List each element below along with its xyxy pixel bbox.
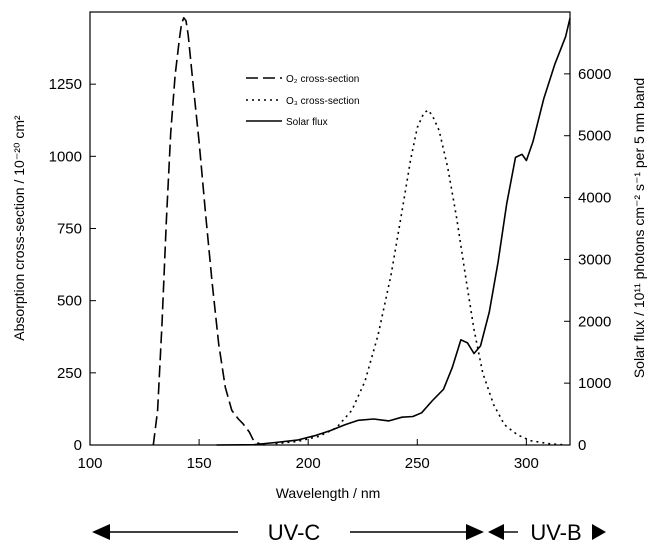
uvc-label: UV-C	[268, 520, 321, 542]
uvc-arrow-left-head-icon	[92, 524, 110, 540]
y-left-tick-label-0: 0	[74, 437, 82, 454]
legend-solar-label: Solar flux	[286, 117, 328, 128]
y-right-tick-label-3: 3000	[578, 251, 611, 268]
left-axis-title: Absorption cross-section / 10⁻²⁰ cm²	[11, 115, 27, 341]
band-arrows: UV-C UV-B	[92, 520, 606, 542]
o3-cross-section-line	[275, 109, 566, 446]
y-left-tick-label-4: 1000	[49, 148, 82, 165]
y-right-tick-label-0: 0	[578, 437, 586, 454]
legend-o2-label: O₂ cross-section	[286, 74, 359, 85]
x-tick-label-0: 100	[77, 455, 102, 472]
x-tick-label-3: 250	[405, 455, 430, 472]
y-right-tick-label-6: 6000	[578, 66, 611, 83]
uvc-arrow-right-head-icon	[466, 524, 484, 540]
uvb-arrow-right-head-icon	[592, 524, 606, 540]
x-tick-label-2: 200	[296, 455, 321, 472]
o2-cross-section-line	[152, 17, 265, 446]
solar-flux-line	[216, 18, 571, 446]
uvb-label: UV-B	[530, 520, 581, 542]
legend-o3-label: O₃ cross-section	[286, 96, 360, 107]
y-right-tick-label-4: 4000	[578, 190, 611, 207]
y-left-tick-label-1: 250	[57, 365, 82, 382]
y-right-tick-label-1: 1000	[578, 375, 611, 392]
right-axis-title: Solar flux / 10¹¹ photons cm⁻² s⁻¹ per 5…	[631, 78, 647, 378]
x-axis-title: Wavelength / nm	[276, 485, 381, 501]
y-right-tick-label-2: 2000	[578, 313, 611, 330]
legend: O₂ cross-section O₃ cross-section Solar …	[246, 74, 360, 128]
y-right-tick-label-5: 5000	[578, 128, 611, 145]
x-tick-label-4: 300	[514, 455, 539, 472]
y-left-tick-label-3: 750	[57, 221, 82, 238]
y-left-tick-label-5: 1250	[49, 76, 82, 93]
y-left-tick-label-2: 500	[57, 293, 82, 310]
x-tick-label-1: 150	[187, 455, 212, 472]
uvb-arrow-left-head-icon	[488, 524, 504, 540]
